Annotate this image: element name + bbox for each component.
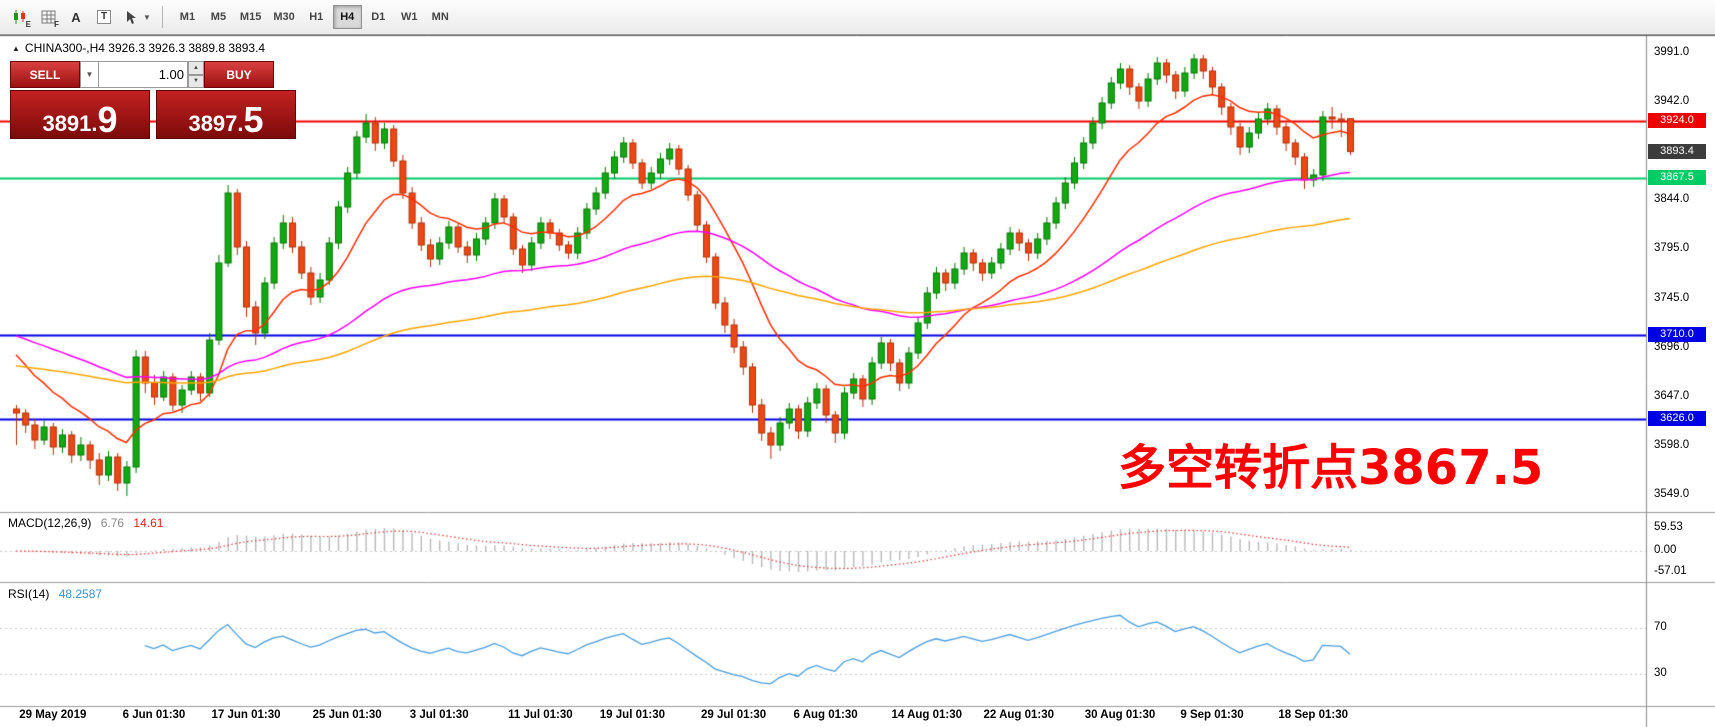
date-axis-label: 29 May 2019 bbox=[19, 709, 87, 721]
chart-annotation-text: 多空转折点3867.5 bbox=[1118, 440, 1544, 496]
icon-sub-label: F bbox=[54, 20, 59, 29]
price-tick: 3942.0 bbox=[1654, 95, 1690, 107]
timeframe-buttons: M1 M5 M15 M30 H1 H4 D1 W1 MN bbox=[172, 5, 456, 29]
rsi-name: RSI(14) bbox=[8, 587, 50, 601]
toolbar: E F A T ▼ M1 M5 M15 M30 H1 H4 D1 W1 MN bbox=[0, 0, 1715, 35]
volume-down-button[interactable]: ▼ bbox=[188, 74, 204, 88]
date-axis-label: 29 Jul 01:30 bbox=[700, 709, 767, 721]
cursor-dropdown-arrow-icon[interactable]: ▼ bbox=[143, 12, 151, 22]
sell-price-big: 9 bbox=[97, 99, 118, 141]
volume-up-button[interactable]: ▲ bbox=[188, 61, 204, 75]
price-tick: 3549.0 bbox=[1654, 488, 1690, 500]
macd-signal-value: 14.61 bbox=[133, 516, 164, 530]
letter-a-icon[interactable]: A bbox=[63, 4, 89, 30]
price-tick: 3844.0 bbox=[1654, 193, 1690, 205]
grid-icon[interactable]: F bbox=[35, 4, 61, 30]
chart-title: ▲ CHINA300-,H4 3926.3 3926.3 3889.8 3893.… bbox=[12, 41, 265, 55]
boxed-t-glyph: T bbox=[96, 10, 112, 24]
sell-price-small: 3891. bbox=[42, 111, 98, 136]
macd-name: MACD(12,26,9) bbox=[8, 516, 92, 530]
price-tick: 3598.0 bbox=[1654, 439, 1690, 451]
buy-price-big: 5 bbox=[243, 99, 264, 141]
timeframe-button-h4[interactable]: H4 bbox=[332, 5, 362, 29]
timeframe-button-m30[interactable]: M30 bbox=[268, 5, 299, 29]
price-tick: 3795.0 bbox=[1654, 242, 1690, 254]
icon-sub-label: E bbox=[25, 20, 31, 29]
volume-dropdown-button[interactable]: ▼ bbox=[80, 61, 98, 88]
volume-stepper: ▲ ▼ bbox=[188, 61, 204, 88]
rsi-indicator-label: RSI(14) 48.2587 bbox=[8, 587, 102, 601]
cursor-icon[interactable] bbox=[119, 4, 145, 30]
trade-panel-controls: SELL ▼ ▲ ▼ BUY bbox=[10, 61, 296, 88]
trade-panel-prices: 3891. 9 3897. 5 bbox=[10, 90, 296, 139]
timeframe-button-m1[interactable]: M1 bbox=[173, 5, 202, 29]
date-axis-label: 11 Jul 01:30 bbox=[508, 709, 573, 721]
buy-button[interactable]: BUY bbox=[204, 61, 274, 88]
timeframe-button-m5[interactable]: M5 bbox=[204, 5, 233, 29]
rsi-value: 48.2587 bbox=[58, 587, 103, 601]
boxed-t-icon[interactable]: T bbox=[91, 4, 117, 30]
date-axis-label: 6 Jun 01:30 bbox=[122, 709, 186, 721]
hline-price-badge: 3867.5 bbox=[1648, 169, 1706, 185]
sell-price-display[interactable]: 3891. 9 bbox=[10, 90, 150, 139]
date-axis-label: 25 Jun 01:30 bbox=[312, 709, 382, 721]
timeframe-button-d1[interactable]: D1 bbox=[364, 5, 393, 29]
date-axis-label: 14 Aug 01:30 bbox=[891, 709, 963, 721]
sell-button[interactable]: SELL bbox=[10, 61, 80, 88]
hline-price-badge: 3710.0 bbox=[1648, 327, 1706, 342]
rsi-axis-label: 30 bbox=[1654, 667, 1667, 679]
price-tick: 3991.0 bbox=[1654, 46, 1690, 58]
cursor-glyph bbox=[127, 10, 136, 24]
rsi-axis-label: 70 bbox=[1654, 621, 1667, 633]
date-axis-label: 18 Sep 01:30 bbox=[1278, 709, 1349, 721]
hline-price-badge: 3626.0 bbox=[1648, 411, 1706, 426]
date-axis-label: 17 Jun 01:30 bbox=[211, 709, 281, 721]
price-tick: 3647.0 bbox=[1654, 390, 1690, 402]
hline-price-badge: 3924.0 bbox=[1648, 113, 1706, 128]
price-tick: 3696.0 bbox=[1654, 341, 1690, 353]
timeframe-button-w1[interactable]: W1 bbox=[395, 5, 424, 29]
symbol-marker-icon: ▲ bbox=[12, 44, 20, 53]
macd-axis-label: 59.53 bbox=[1654, 521, 1683, 533]
letter-a-glyph: A bbox=[71, 9, 81, 25]
grid-glyph bbox=[41, 10, 55, 24]
date-axis-label: 19 Jul 01:30 bbox=[599, 709, 665, 721]
timeframe-button-h1[interactable]: H1 bbox=[302, 5, 331, 29]
date-axis-label: 6 Aug 01:30 bbox=[793, 709, 858, 721]
candlestick-chart-icon[interactable]: E bbox=[7, 4, 33, 30]
candlestick-glyph bbox=[14, 10, 25, 24]
buy-price-display[interactable]: 3897. 5 bbox=[156, 90, 296, 139]
buy-price-small: 3897. bbox=[188, 111, 244, 136]
volume-input[interactable] bbox=[98, 61, 188, 88]
macd-indicator-label: MACD(12,26,9) 6.76 14.61 bbox=[8, 516, 163, 530]
date-axis-label: 22 Aug 01:30 bbox=[983, 709, 1055, 721]
toolbar-separator bbox=[161, 6, 163, 28]
current-price-badge: 3893.4 bbox=[1648, 143, 1706, 159]
timeframe-button-m15[interactable]: M15 bbox=[235, 5, 266, 29]
timeframe-button-mn[interactable]: MN bbox=[426, 5, 455, 29]
macd-axis-label: -57.01 bbox=[1654, 565, 1687, 577]
macd-axis-label: 0.00 bbox=[1654, 544, 1677, 556]
date-axis-label: 30 Aug 01:30 bbox=[1084, 709, 1156, 721]
price-tick: 3745.0 bbox=[1654, 292, 1690, 304]
chart-title-text: CHINA300-,H4 3926.3 3926.3 3889.8 3893.4 bbox=[24, 41, 266, 55]
date-axis-label: 3 Jul 01:30 bbox=[409, 709, 469, 721]
macd-main-value: 6.76 bbox=[100, 516, 125, 530]
one-click-trade-panel: SELL ▼ ▲ ▼ BUY 3891. 9 3897. 5 bbox=[10, 61, 296, 139]
date-axis-label: 9 Sep 01:30 bbox=[1180, 709, 1244, 721]
